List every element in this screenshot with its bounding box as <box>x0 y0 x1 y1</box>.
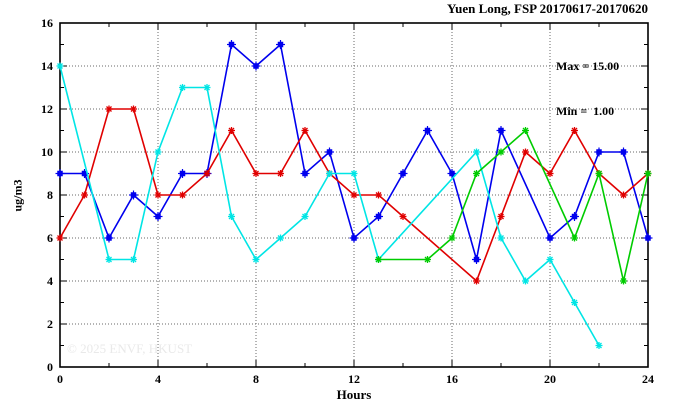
min-value-label: Min = 1.00 <box>556 104 615 118</box>
svg-text:16: 16 <box>41 16 53 30</box>
max-value-label: Max = 15.00 <box>556 59 620 73</box>
svg-text:10: 10 <box>41 145 53 159</box>
svg-text:12: 12 <box>348 372 360 386</box>
svg-text:20: 20 <box>544 372 556 386</box>
max-min-annotation: Max = 15.00 Min = 1.00 <box>556 29 619 149</box>
chart-title: Yuen Long, FSP 20170617-20170620 <box>446 1 648 16</box>
svg-text:24: 24 <box>642 372 654 386</box>
svg-text:12: 12 <box>41 102 53 116</box>
svg-text:16: 16 <box>446 372 458 386</box>
svg-text:14: 14 <box>41 59 53 73</box>
svg-text:4: 4 <box>47 274 53 288</box>
svg-text:0: 0 <box>47 360 53 374</box>
y-axis-title: ug/m3 <box>10 179 25 212</box>
svg-text:8: 8 <box>47 188 53 202</box>
svg-text:8: 8 <box>253 372 259 386</box>
svg-text:6: 6 <box>47 231 53 245</box>
x-axis-title: Hours <box>336 387 372 402</box>
svg-text:0: 0 <box>57 372 63 386</box>
svg-text:4: 4 <box>155 372 161 386</box>
watermark: © 2025 ENVF, HKUST <box>67 341 193 356</box>
svg-text:2: 2 <box>47 317 53 331</box>
